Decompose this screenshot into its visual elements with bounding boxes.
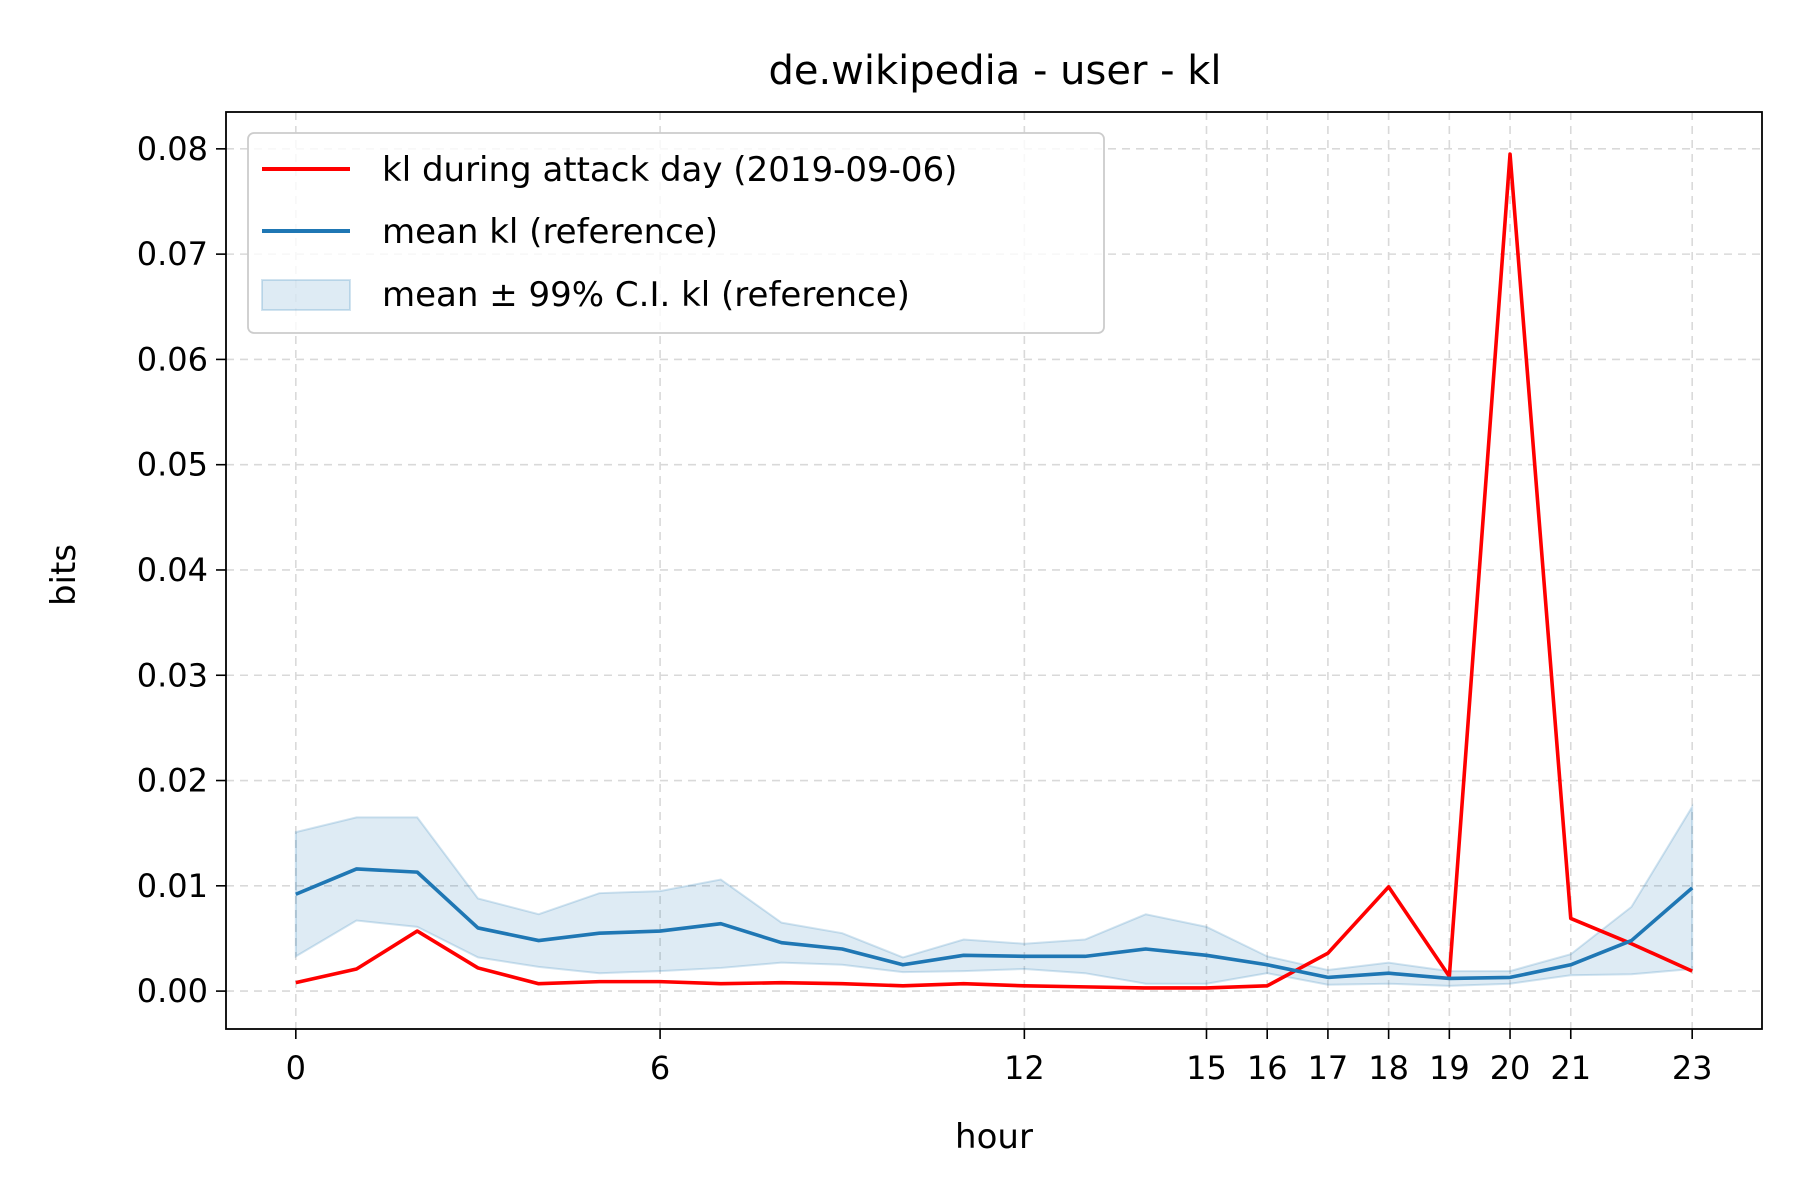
- y-tick-label: 0.06: [137, 340, 208, 378]
- x-tick-label: 19: [1429, 1049, 1470, 1087]
- legend: kl during attack day (2019-09-06) mean k…: [247, 132, 1105, 334]
- mean-reference-line: [295, 867, 1694, 981]
- x-tick-label: 16: [1247, 1049, 1288, 1087]
- legend-box: [247, 132, 1105, 334]
- y-tick-label: 0.04: [137, 551, 208, 589]
- legend-label-attack-day: kl during attack day (2019-09-06): [382, 150, 957, 190]
- x-tick-label: 6: [650, 1049, 670, 1087]
- y-tick-label: 0.01: [137, 867, 208, 905]
- legend-label-mean: mean kl (reference): [382, 212, 718, 252]
- x-tick-label: 0: [286, 1049, 306, 1087]
- y-tick-label: 0.07: [137, 235, 208, 273]
- attack-day-line: [295, 152, 1693, 990]
- y-tick-label: 0.03: [137, 656, 208, 694]
- chart-title: de.wikipedia - user - kl: [768, 48, 1221, 94]
- y-tick-label: 0.08: [137, 130, 208, 168]
- x-tick-label: 20: [1490, 1049, 1531, 1087]
- confidence-band-layer: [294, 803, 1694, 987]
- y-axis-label: bits: [44, 544, 84, 606]
- x-tick-label: 18: [1368, 1049, 1409, 1087]
- x-tick-label: 21: [1550, 1049, 1591, 1087]
- x-axis-ticks: 0 6 12 15 16 17 18 19 20 21 23: [286, 1029, 1713, 1087]
- y-axis-ticks: 0.00 0.01 0.02 0.03 0.04 0.05 0.06 0.07 0.08: [137, 130, 226, 1010]
- x-tick-label: 12: [1004, 1049, 1045, 1087]
- series-lines-layer: [295, 152, 1694, 990]
- x-axis-label: hour: [955, 1117, 1033, 1157]
- confidence-band: [294, 803, 1694, 987]
- legend-label-confidence-band: mean ± 99% C.I. kl (reference): [382, 275, 910, 315]
- x-tick-label: 15: [1186, 1049, 1227, 1087]
- legend-swatch-confidence-band: [261, 279, 351, 311]
- y-tick-label: 0.00: [137, 972, 208, 1010]
- y-tick-label: 0.02: [137, 762, 208, 800]
- x-tick-label: 17: [1308, 1049, 1349, 1087]
- x-tick-label: 23: [1672, 1049, 1713, 1087]
- y-tick-label: 0.05: [137, 446, 208, 484]
